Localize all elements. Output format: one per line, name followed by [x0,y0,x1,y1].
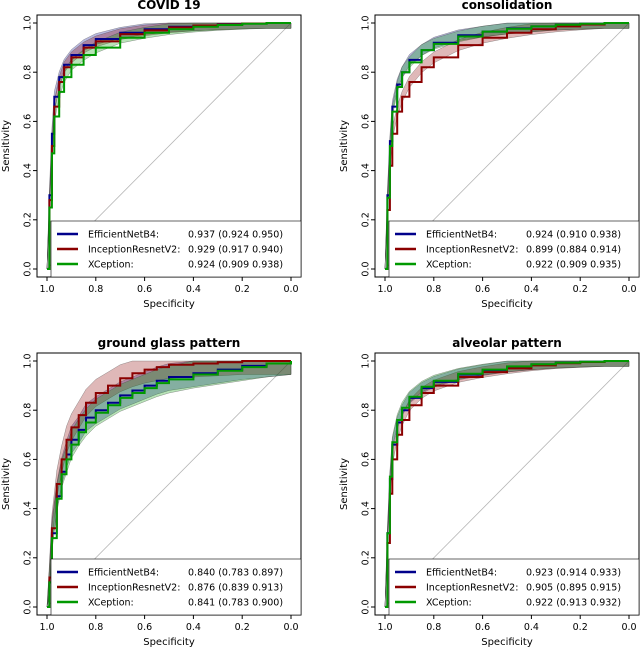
x-tick-label: 0.6 [475,284,490,295]
y-axis-label: Sensitivity [1,120,12,172]
y-tick-label: 0.8 [23,65,34,80]
x-tick-label: 1.0 [377,284,392,295]
y-tick-label: 0.8 [361,65,372,80]
x-tick-label: 0.0 [621,284,636,295]
y-tick-label: 0.0 [361,599,372,614]
x-tick-label: 0.8 [88,284,103,295]
y-tick-label: 1.0 [361,15,372,30]
legend-auc-value: 0.899 (0.884 0.914) [526,245,621,256]
legend-auc-value: 0.840 (0.783 0.897) [188,568,283,579]
x-axis-label: Specificity [143,299,195,310]
y-tick-label: 0.8 [23,403,34,418]
x-tick-label: 0.6 [137,284,152,295]
x-axis-label: Specificity [143,637,195,648]
x-axis-label: Specificity [481,299,533,310]
x-tick-label: 0.4 [186,622,201,633]
x-axis-label: Specificity [481,637,533,648]
legend-series-name: EfficientNetB4: [88,230,159,241]
legend-auc-value: 0.922 (0.913 0.932) [526,598,621,609]
y-tick-label: 0.0 [361,261,372,276]
x-tick-label: 1.0 [39,622,54,633]
y-axis-label: Sensitivity [339,458,350,510]
x-tick-label: 0.0 [621,622,636,633]
roc-curve [47,361,292,608]
x-tick-label: 0.2 [573,284,588,295]
roc-curve [47,22,291,270]
y-tick-label: 0.6 [361,114,372,129]
legend-series-name: InceptionResnetV2: [426,583,518,594]
legend-series-name: XCeption: [426,598,472,609]
y-tick-label: 1.0 [23,353,34,368]
roc-panel-1: consolidation 1.0 0.8 0.6 0.4 0.2 0.0 0.0 0.2 0.4… [339,0,640,310]
legend-auc-value: 0.924 (0.909 0.938) [188,260,283,271]
legend-box [388,558,640,616]
legend-auc-value: 0.876 (0.839 0.913) [188,583,283,594]
roc-panel-3: alveolar pattern 1.0 0.8 0.6 0.4 0.2 0.0 0.0 0.2… [339,336,640,648]
x-tick-label: 0.0 [283,622,298,633]
y-tick-label: 0.8 [361,403,372,418]
y-tick-label: 0.0 [23,261,34,276]
ci-band [46,360,292,608]
roc-curve [47,360,291,608]
x-tick-label: 0.2 [573,622,588,633]
roc-curve [385,360,629,608]
x-tick-label: 0.4 [524,622,539,633]
y-tick-label: 0.0 [23,599,34,614]
y-tick-label: 0.6 [361,452,372,467]
x-tick-label: 0.4 [186,284,201,295]
x-tick-label: 0.2 [235,622,250,633]
chart-title: consolidation [462,0,553,12]
x-tick-label: 0.6 [475,622,490,633]
roc-panel-0: COVID 19 1.0 0.8 0.6 0.4 0.2 0.0 0.0 0.2 0.4 0.6 0.… [1,0,302,310]
legend-auc-value: 0.922 (0.909 0.935) [526,260,621,271]
x-tick-label: 0.0 [283,284,298,295]
x-tick-label: 0.4 [524,284,539,295]
x-tick-label: 1.0 [377,622,392,633]
y-tick-label: 0.2 [361,550,372,565]
legend-series-name: EfficientNetB4: [426,230,497,241]
legend-series-name: XCeption: [88,260,134,271]
y-tick-label: 0.2 [23,212,34,227]
y-tick-label: 1.0 [361,353,372,368]
x-tick-label: 0.8 [88,622,103,633]
legend-auc-value: 0.905 (0.895 0.915) [526,583,621,594]
x-tick-label: 0.2 [235,284,250,295]
legend-auc-value: 0.841 (0.783 0.900) [188,598,283,609]
y-tick-label: 0.6 [23,452,34,467]
y-tick-label: 0.2 [361,212,372,227]
x-tick-label: 1.0 [39,284,54,295]
legend-auc-value: 0.923 (0.914 0.933) [526,568,621,579]
legend-series-name: XCeption: [426,260,472,271]
x-tick-label: 0.8 [426,284,441,295]
legend-series-name: EfficientNetB4: [426,568,497,579]
legend-series-name: InceptionResnetV2: [426,245,518,256]
chart-title: COVID 19 [137,0,200,12]
legend-auc-value: 0.929 (0.917 0.940) [188,245,283,256]
y-tick-label: 1.0 [23,15,34,30]
legend-auc-value: 0.924 (0.910 0.938) [526,230,621,241]
chart-title: alveolar pattern [452,336,561,350]
x-tick-label: 0.8 [426,622,441,633]
y-tick-label: 0.4 [23,163,34,178]
y-axis-label: Sensitivity [1,458,12,510]
y-tick-label: 0.2 [23,550,34,565]
legend-series-name: XCeption: [88,598,134,609]
y-tick-label: 0.4 [361,163,372,178]
x-tick-label: 0.6 [137,622,152,633]
legend-series-name: EfficientNetB4: [88,568,159,579]
roc-panel-2: ground glass pattern 1.0 0.8 0.6 0.4 0.2 0.0 0.… [1,336,302,648]
y-tick-label: 0.6 [23,114,34,129]
chart-title: ground glass pattern [98,336,241,350]
legend-box [388,220,640,278]
roc-curve [385,22,629,270]
legend-series-name: InceptionResnetV2: [88,583,180,594]
y-tick-label: 0.4 [23,501,34,516]
legend-auc-value: 0.937 (0.924 0.950) [188,230,283,241]
legend-box [50,220,302,278]
legend-series-name: InceptionResnetV2: [88,245,180,256]
y-tick-label: 0.4 [361,501,372,516]
legend-box [50,558,302,616]
y-axis-label: Sensitivity [339,120,350,172]
